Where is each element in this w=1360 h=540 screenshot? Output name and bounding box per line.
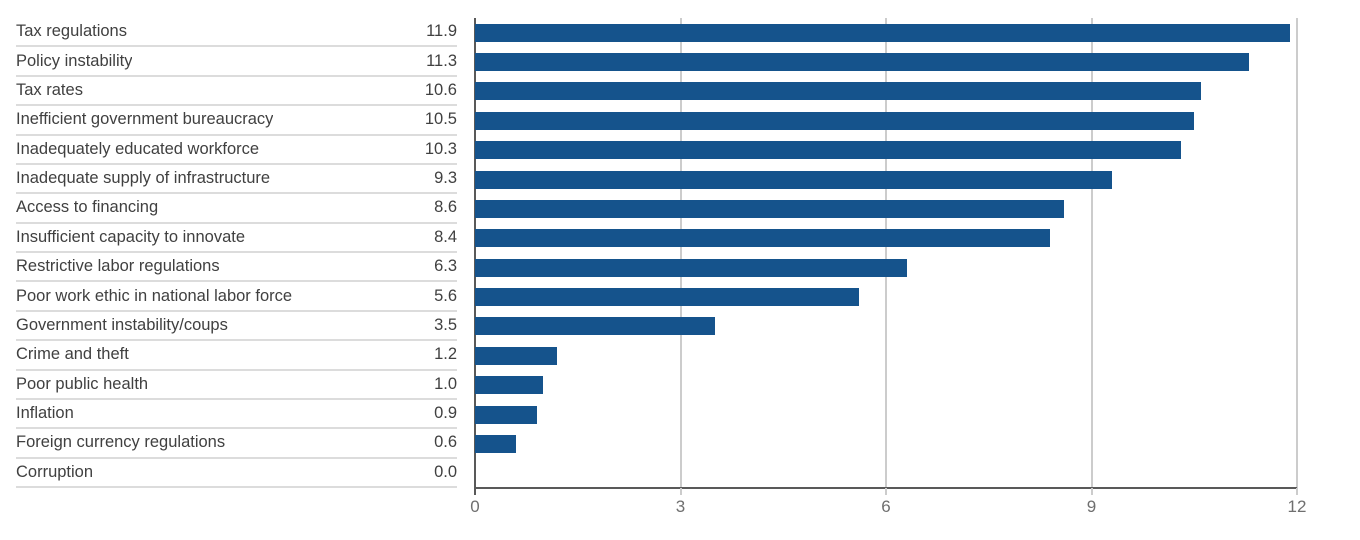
category-row: Inadequately educated workforce 10.3 — [16, 136, 457, 165]
bar — [475, 346, 558, 365]
category-label: Tax rates — [16, 80, 83, 99]
category-label: Foreign currency regulations — [16, 433, 226, 452]
grid-line-9 — [1090, 18, 1093, 488]
bar — [475, 199, 1065, 218]
category-label: Access to financing — [16, 198, 159, 217]
y-axis-line — [474, 18, 476, 488]
bar-row — [475, 371, 1297, 400]
bar — [475, 405, 537, 424]
value-label: 1.0 — [434, 374, 457, 393]
category-row: Inefficient government bureaucracy 10.5 — [16, 106, 457, 136]
bar-row — [475, 224, 1297, 253]
category-row: Insufficient capacity to innovate 8.4 — [16, 224, 457, 253]
bar-row — [475, 459, 1297, 488]
value-label: 0.9 — [434, 404, 457, 423]
horizontal-bar-chart: Tax regulations 11.9 Policy instability … — [16, 18, 1306, 516]
category-row: Foreign currency regulations 0.6 — [16, 429, 457, 459]
bar — [475, 111, 1195, 130]
bar — [475, 376, 544, 395]
category-row: Access to financing 8.6 — [16, 194, 457, 224]
bar-row — [475, 106, 1297, 135]
tick-label-9: 9 — [1086, 497, 1097, 516]
category-label: Inefficient government bureaucracy — [16, 110, 274, 129]
bar — [475, 53, 1250, 72]
category-label: Government instability/coups — [16, 315, 228, 334]
bar-row — [475, 312, 1297, 341]
category-row: Crime and theft 1.2 — [16, 341, 457, 371]
bar-row — [475, 282, 1297, 311]
category-row: Restrictive labor regulations 6.3 — [16, 253, 457, 283]
tick-mark-0 — [474, 488, 476, 495]
value-label: 8.4 — [434, 227, 457, 246]
category-label: Restrictive labor regulations — [16, 257, 220, 276]
bar-row — [475, 400, 1297, 429]
tick-mark-9 — [1090, 488, 1093, 495]
bar-row — [475, 253, 1297, 282]
category-label: Crime and theft — [16, 345, 129, 364]
bar — [475, 141, 1181, 160]
bar-row — [475, 47, 1297, 76]
category-label: Inadequate supply of infrastructure — [16, 169, 271, 188]
category-label: Tax regulations — [16, 22, 127, 41]
category-row: Policy instability 11.3 — [16, 47, 457, 77]
bar — [475, 23, 1291, 42]
value-label: 0.0 — [434, 462, 457, 481]
bar — [475, 288, 859, 307]
bar-row — [475, 429, 1297, 458]
bar-row — [475, 136, 1297, 165]
category-row: Tax regulations 11.9 — [16, 18, 457, 48]
grid-line-12 — [1296, 18, 1298, 488]
category-row: Corruption 0.0 — [16, 459, 457, 488]
tick-label-12: 12 — [1287, 497, 1307, 516]
bar — [475, 82, 1202, 101]
category-label: Corruption — [16, 462, 94, 481]
bar — [475, 434, 517, 453]
category-label: Insufficient capacity to innovate — [16, 227, 246, 246]
value-label: 9.3 — [434, 169, 457, 188]
bar-row — [475, 194, 1297, 223]
plot-area: 0 3 6 9 12 — [470, 18, 1306, 516]
category-label: Inflation — [16, 404, 74, 423]
category-row: Inflation 0.9 — [16, 400, 457, 430]
tick-mark-3 — [679, 488, 682, 495]
category-row: Poor work ethic in national labor force … — [16, 282, 457, 312]
bars-container — [475, 18, 1297, 488]
category-label: Poor public health — [16, 374, 149, 393]
tick-label-6: 6 — [881, 497, 891, 516]
tick-label-0: 0 — [470, 497, 480, 516]
bar-row — [475, 341, 1297, 370]
tick-mark-6 — [885, 488, 887, 495]
value-label: 8.6 — [434, 198, 457, 217]
grid-line-3 — [679, 18, 682, 488]
value-label: 6.3 — [434, 257, 457, 276]
tick-mark-12 — [1296, 488, 1298, 495]
bar — [475, 317, 715, 336]
value-label: 1.2 — [434, 345, 457, 364]
category-label: Inadequately educated workforce — [16, 139, 260, 158]
tick-label-3: 3 — [675, 497, 686, 516]
value-label: 11.3 — [426, 51, 457, 70]
category-row: Government instability/coups 3.5 — [16, 312, 457, 342]
value-label: 5.6 — [434, 286, 457, 305]
bar-row — [475, 18, 1297, 47]
bar-row — [475, 165, 1297, 194]
category-row: Inadequate supply of infrastructure 9.3 — [16, 165, 457, 195]
category-label: Poor work ethic in national labor force — [16, 286, 293, 305]
value-label: 10.6 — [424, 80, 457, 99]
bar-row — [475, 77, 1297, 106]
category-label: Policy instability — [16, 51, 133, 70]
value-label: 10.5 — [424, 110, 457, 129]
bar — [475, 170, 1113, 189]
category-labels-column: Tax regulations 11.9 Policy instability … — [16, 18, 457, 488]
bar — [475, 258, 907, 277]
grid-line-6 — [885, 18, 887, 488]
value-label: 3.5 — [434, 315, 457, 334]
bar — [475, 229, 1051, 248]
value-label: 10.3 — [424, 139, 457, 158]
value-label: 0.6 — [434, 433, 457, 452]
category-row: Poor public health 1.0 — [16, 371, 457, 400]
category-row: Tax rates 10.6 — [16, 77, 457, 107]
value-label: 11.9 — [426, 22, 457, 41]
